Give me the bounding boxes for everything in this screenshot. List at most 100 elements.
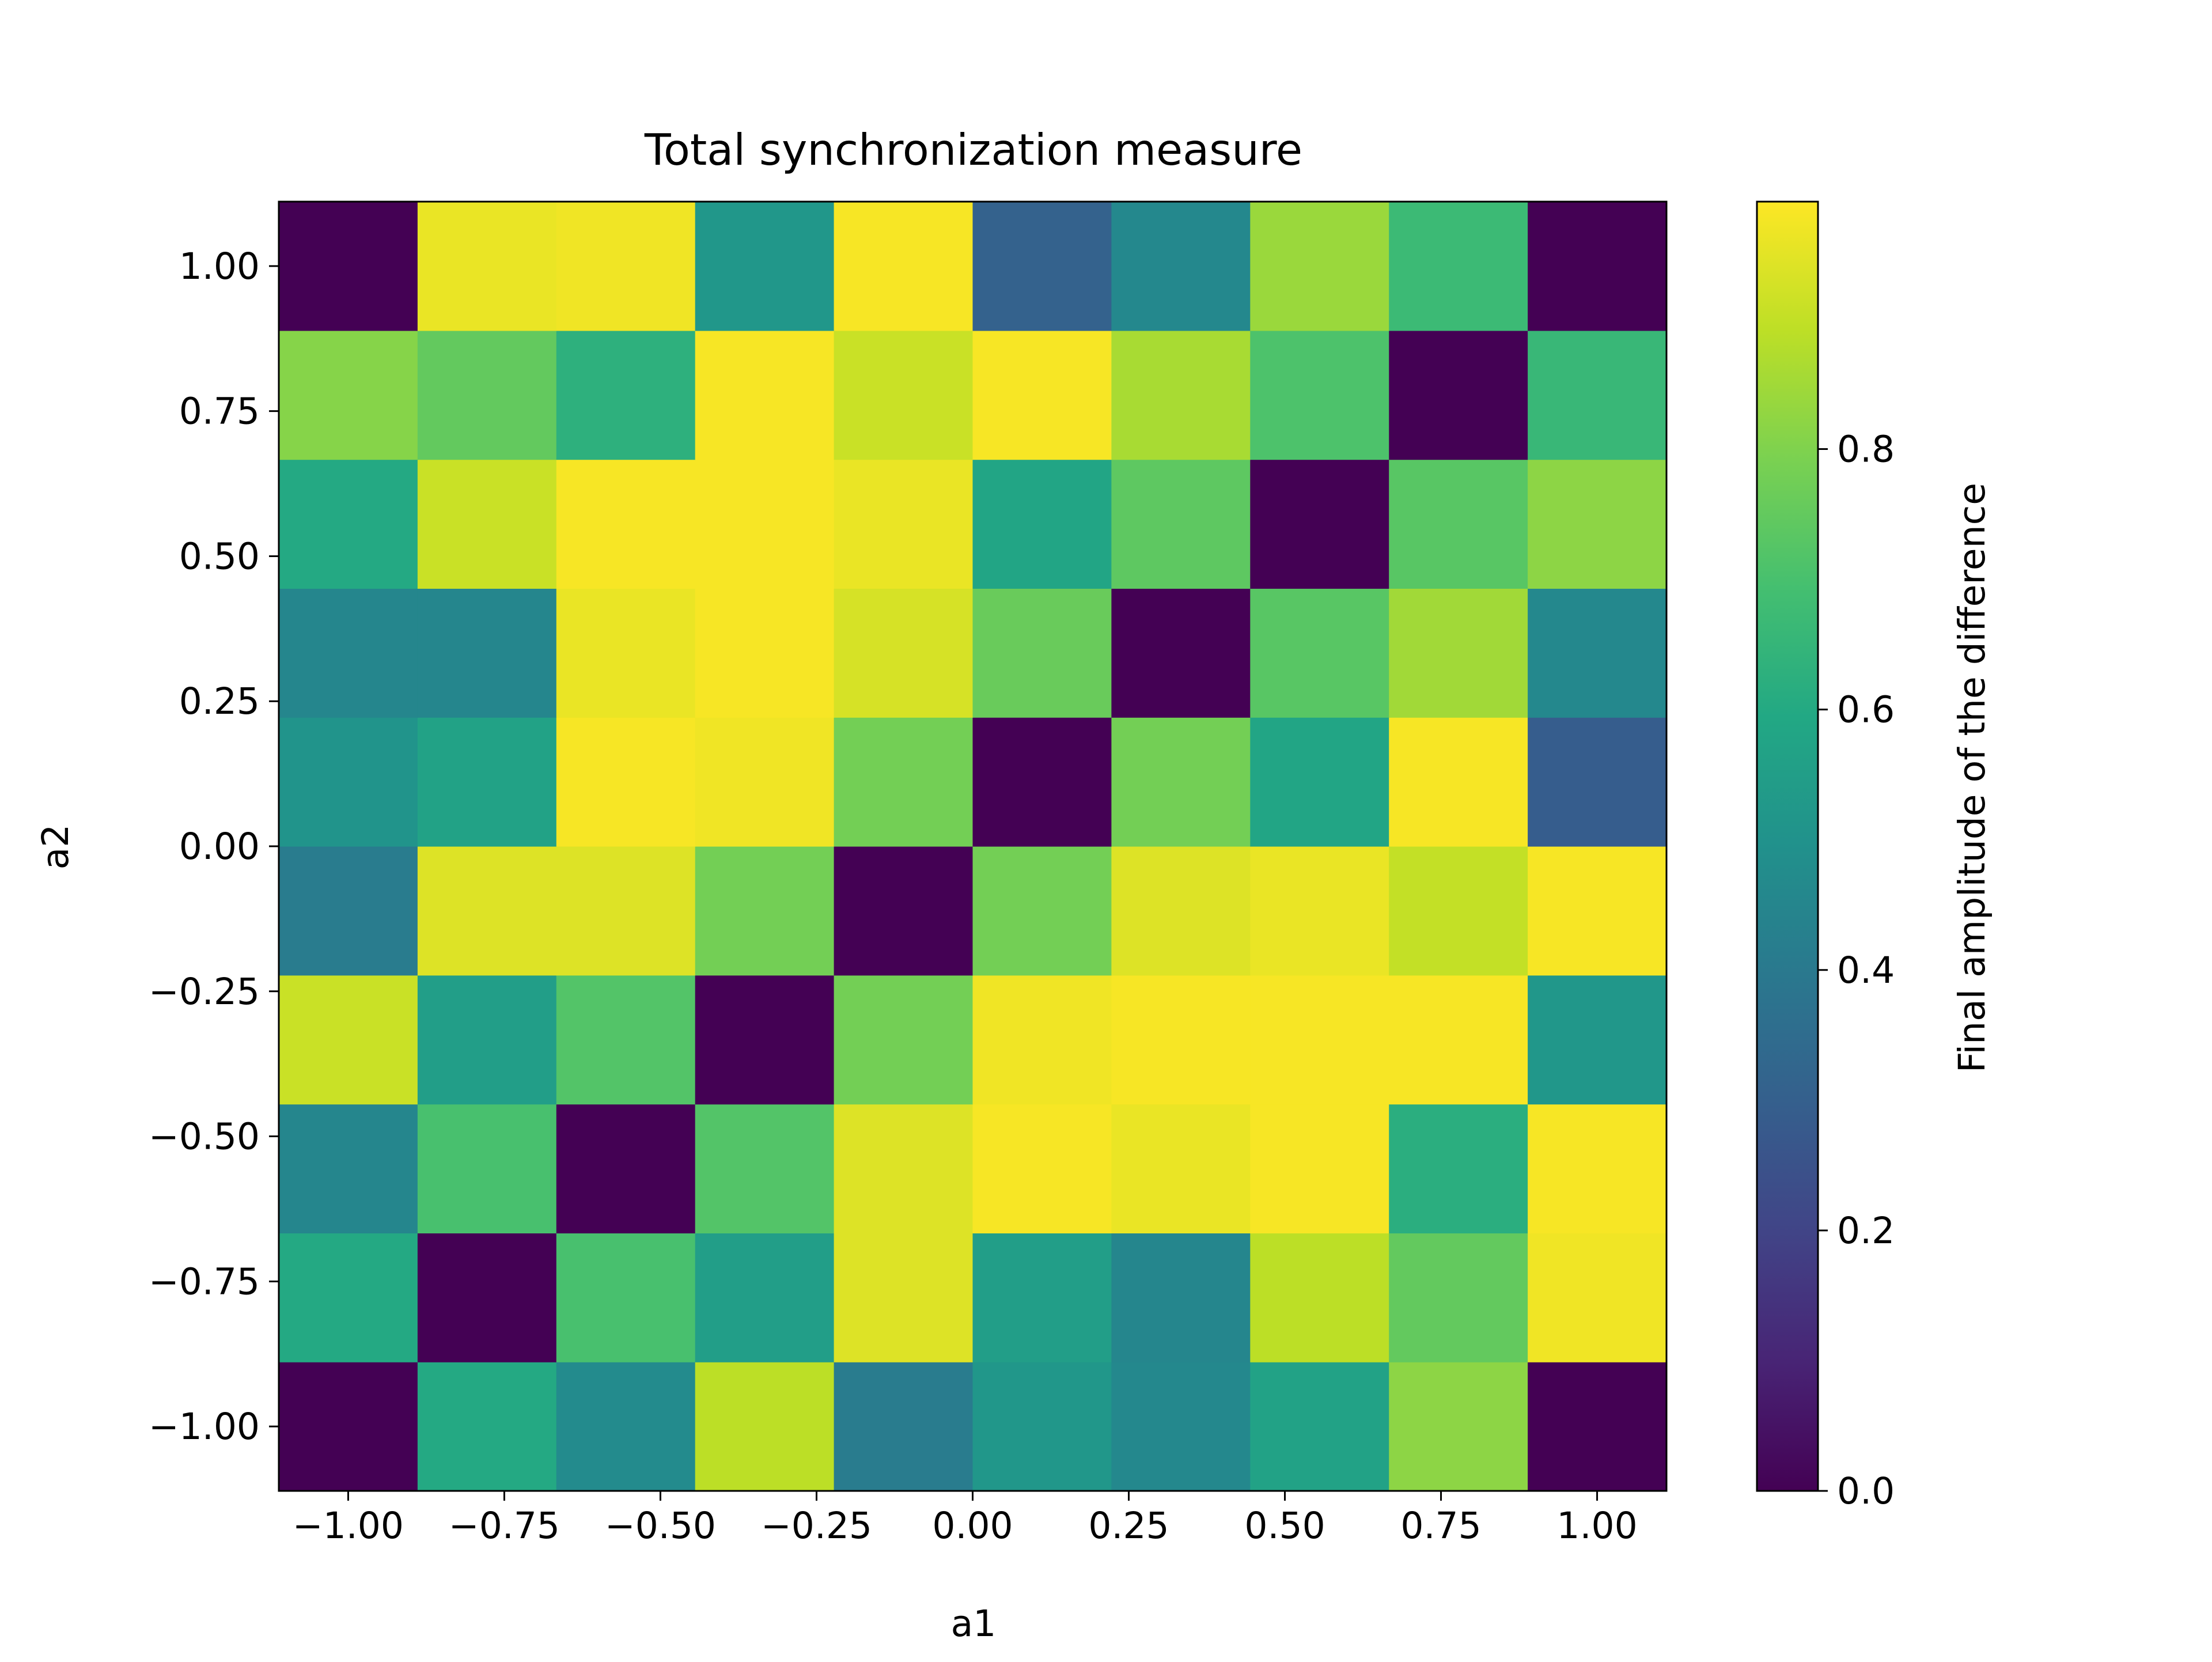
heatmap-cell bbox=[834, 459, 974, 589]
heatmap-cell bbox=[1389, 717, 1528, 847]
colorbar-tick-label: 0.2 bbox=[1837, 1210, 1895, 1252]
heatmap-cell bbox=[834, 846, 974, 976]
heatmap-cell bbox=[972, 846, 1112, 976]
colorbar-tick-label: 0.4 bbox=[1837, 949, 1895, 991]
heatmap-cell bbox=[1528, 717, 1667, 847]
y-tick-label: −0.75 bbox=[149, 1260, 260, 1303]
heatmap-cell bbox=[834, 588, 974, 718]
heatmap-cell bbox=[279, 459, 418, 589]
heatmap-cell bbox=[972, 202, 1112, 331]
y-axis-label: a2 bbox=[35, 824, 77, 870]
heatmap-cell bbox=[1250, 1233, 1389, 1362]
chart-title: Total synchronization measure bbox=[644, 124, 1302, 175]
heatmap-cell bbox=[417, 1362, 557, 1491]
colorbar bbox=[1756, 200, 1819, 1492]
y-tick-label: 1.00 bbox=[179, 245, 260, 287]
heatmap-cell bbox=[279, 717, 418, 847]
colorbar-tick-label: 0.8 bbox=[1837, 429, 1895, 471]
y-tick-label: 0.25 bbox=[179, 680, 260, 722]
y-tick-label: −0.50 bbox=[149, 1116, 260, 1158]
heatmap-cell bbox=[1250, 202, 1389, 331]
heatmap-cell bbox=[556, 1233, 696, 1362]
heatmap-cell bbox=[1111, 330, 1251, 460]
heatmap-cell bbox=[972, 330, 1112, 460]
heatmap-cell bbox=[1389, 846, 1528, 976]
heatmap-cell bbox=[695, 202, 835, 331]
x-tick-label: 0.25 bbox=[1088, 1505, 1169, 1547]
heatmap-cell bbox=[1389, 1362, 1528, 1491]
heatmap-cell bbox=[834, 975, 974, 1105]
y-tick-label: 0.75 bbox=[179, 391, 260, 433]
heatmap-cell bbox=[695, 1233, 835, 1362]
heatmap-cell bbox=[1111, 1104, 1251, 1233]
heatmap-cell bbox=[695, 459, 835, 589]
heatmap-cell bbox=[834, 202, 974, 331]
y-tick-label: 0.00 bbox=[179, 826, 260, 868]
heatmap-cell bbox=[1111, 588, 1251, 718]
heatmap-cell bbox=[556, 202, 696, 331]
y-tick-label: 0.50 bbox=[179, 535, 260, 577]
heatmap-cell bbox=[972, 1362, 1112, 1491]
heatmap-cell bbox=[695, 717, 835, 847]
heatmap-cell bbox=[695, 846, 835, 976]
heatmap-cell bbox=[1389, 202, 1528, 331]
heatmap-cell bbox=[279, 975, 418, 1105]
x-tick-label: 0.00 bbox=[932, 1505, 1013, 1547]
heatmap-cell bbox=[417, 975, 557, 1105]
heatmap-cell bbox=[417, 588, 557, 718]
heatmap-cell bbox=[834, 717, 974, 847]
heatmap-cell bbox=[417, 330, 557, 460]
heatmap-cell bbox=[972, 588, 1112, 718]
heatmap-cell bbox=[417, 1104, 557, 1233]
x-tick-label: 1.00 bbox=[1556, 1505, 1637, 1547]
heatmap-cell bbox=[417, 717, 557, 847]
heatmap-cell bbox=[417, 846, 557, 976]
y-tick-label: −0.25 bbox=[149, 971, 260, 1013]
heatmap-cell bbox=[279, 1362, 418, 1491]
heatmap-cell bbox=[1528, 975, 1667, 1105]
heatmap-cell bbox=[1389, 1104, 1528, 1233]
heatmap-cell bbox=[972, 1104, 1112, 1233]
heatmap-cell bbox=[556, 846, 696, 976]
heatmap-cell bbox=[556, 459, 696, 589]
colorbar-tick-label: 0.6 bbox=[1837, 689, 1895, 731]
heatmap-cell bbox=[556, 1362, 696, 1491]
heatmap-cell bbox=[556, 588, 696, 718]
heatmap-cell bbox=[279, 846, 418, 976]
x-tick-label: −0.25 bbox=[761, 1505, 872, 1547]
heatmap-cell bbox=[1111, 202, 1251, 331]
heatmap-cell bbox=[1111, 846, 1251, 976]
heatmap-cell bbox=[1389, 588, 1528, 718]
x-tick-label: 0.50 bbox=[1244, 1505, 1325, 1547]
heatmap-cell bbox=[1250, 717, 1389, 847]
heatmap-cell bbox=[556, 717, 696, 847]
heatmap-cell bbox=[1528, 1233, 1667, 1362]
heatmap-cell bbox=[1111, 1233, 1251, 1362]
heatmap-cell bbox=[1528, 459, 1667, 589]
heatmap-cell bbox=[695, 1362, 835, 1491]
heatmap-cell bbox=[1111, 459, 1251, 589]
heatmap-cell bbox=[834, 330, 974, 460]
heatmap-cell bbox=[1111, 717, 1251, 847]
heatmap-cell bbox=[1111, 975, 1251, 1105]
heatmap-cell bbox=[417, 459, 557, 589]
heatmap-cell bbox=[972, 459, 1112, 589]
colorbar-label: Final amplitude of the difference bbox=[1951, 483, 1993, 1073]
heatmap-cell bbox=[1389, 330, 1528, 460]
heatmap-cell bbox=[1111, 1362, 1251, 1491]
x-tick-label: 0.75 bbox=[1400, 1505, 1481, 1547]
heatmap-cell bbox=[972, 717, 1112, 847]
heatmap-cell bbox=[279, 588, 418, 718]
heatmap-cell bbox=[972, 975, 1112, 1105]
heatmap-cell bbox=[1389, 1233, 1528, 1362]
heatmap-cell bbox=[1389, 459, 1528, 589]
heatmap-cell bbox=[695, 330, 835, 460]
heatmap-cell bbox=[279, 1104, 418, 1233]
heatmap-cell bbox=[1250, 1362, 1389, 1491]
heatmap-cell bbox=[556, 1104, 696, 1233]
heatmap-cell bbox=[417, 202, 557, 331]
heatmap-cell bbox=[1528, 1104, 1667, 1233]
heatmap-cell bbox=[279, 330, 418, 460]
